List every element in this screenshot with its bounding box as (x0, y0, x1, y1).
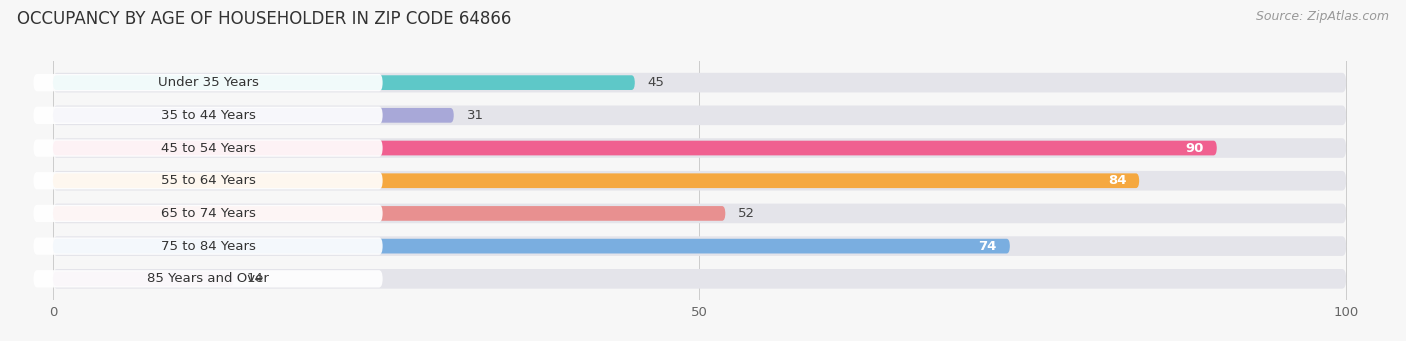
FancyBboxPatch shape (34, 205, 382, 222)
Text: Source: ZipAtlas.com: Source: ZipAtlas.com (1256, 10, 1389, 23)
FancyBboxPatch shape (53, 269, 1346, 288)
Text: 45 to 54 Years: 45 to 54 Years (160, 142, 256, 154)
FancyBboxPatch shape (53, 141, 1216, 155)
FancyBboxPatch shape (34, 172, 382, 189)
FancyBboxPatch shape (53, 271, 233, 286)
Text: 14: 14 (247, 272, 264, 285)
Text: 45: 45 (648, 76, 665, 89)
Text: 90: 90 (1185, 142, 1204, 154)
FancyBboxPatch shape (53, 75, 636, 90)
Text: 85 Years and Over: 85 Years and Over (148, 272, 269, 285)
FancyBboxPatch shape (53, 171, 1346, 191)
FancyBboxPatch shape (34, 107, 382, 124)
FancyBboxPatch shape (53, 206, 725, 221)
FancyBboxPatch shape (53, 236, 1346, 256)
FancyBboxPatch shape (53, 239, 1010, 253)
Text: OCCUPANCY BY AGE OF HOUSEHOLDER IN ZIP CODE 64866: OCCUPANCY BY AGE OF HOUSEHOLDER IN ZIP C… (17, 10, 512, 28)
FancyBboxPatch shape (34, 74, 382, 91)
FancyBboxPatch shape (53, 108, 454, 123)
Text: 75 to 84 Years: 75 to 84 Years (160, 240, 256, 253)
Text: 52: 52 (738, 207, 755, 220)
FancyBboxPatch shape (34, 139, 382, 157)
Text: Under 35 Years: Under 35 Years (157, 76, 259, 89)
FancyBboxPatch shape (53, 138, 1346, 158)
Text: 31: 31 (467, 109, 484, 122)
Text: 35 to 44 Years: 35 to 44 Years (160, 109, 256, 122)
Text: 84: 84 (1108, 174, 1126, 187)
Text: 74: 74 (979, 240, 997, 253)
FancyBboxPatch shape (53, 73, 1346, 92)
FancyBboxPatch shape (53, 173, 1139, 188)
Text: 65 to 74 Years: 65 to 74 Years (160, 207, 256, 220)
Text: 55 to 64 Years: 55 to 64 Years (160, 174, 256, 187)
FancyBboxPatch shape (53, 204, 1346, 223)
FancyBboxPatch shape (53, 105, 1346, 125)
FancyBboxPatch shape (34, 270, 382, 287)
FancyBboxPatch shape (34, 237, 382, 255)
